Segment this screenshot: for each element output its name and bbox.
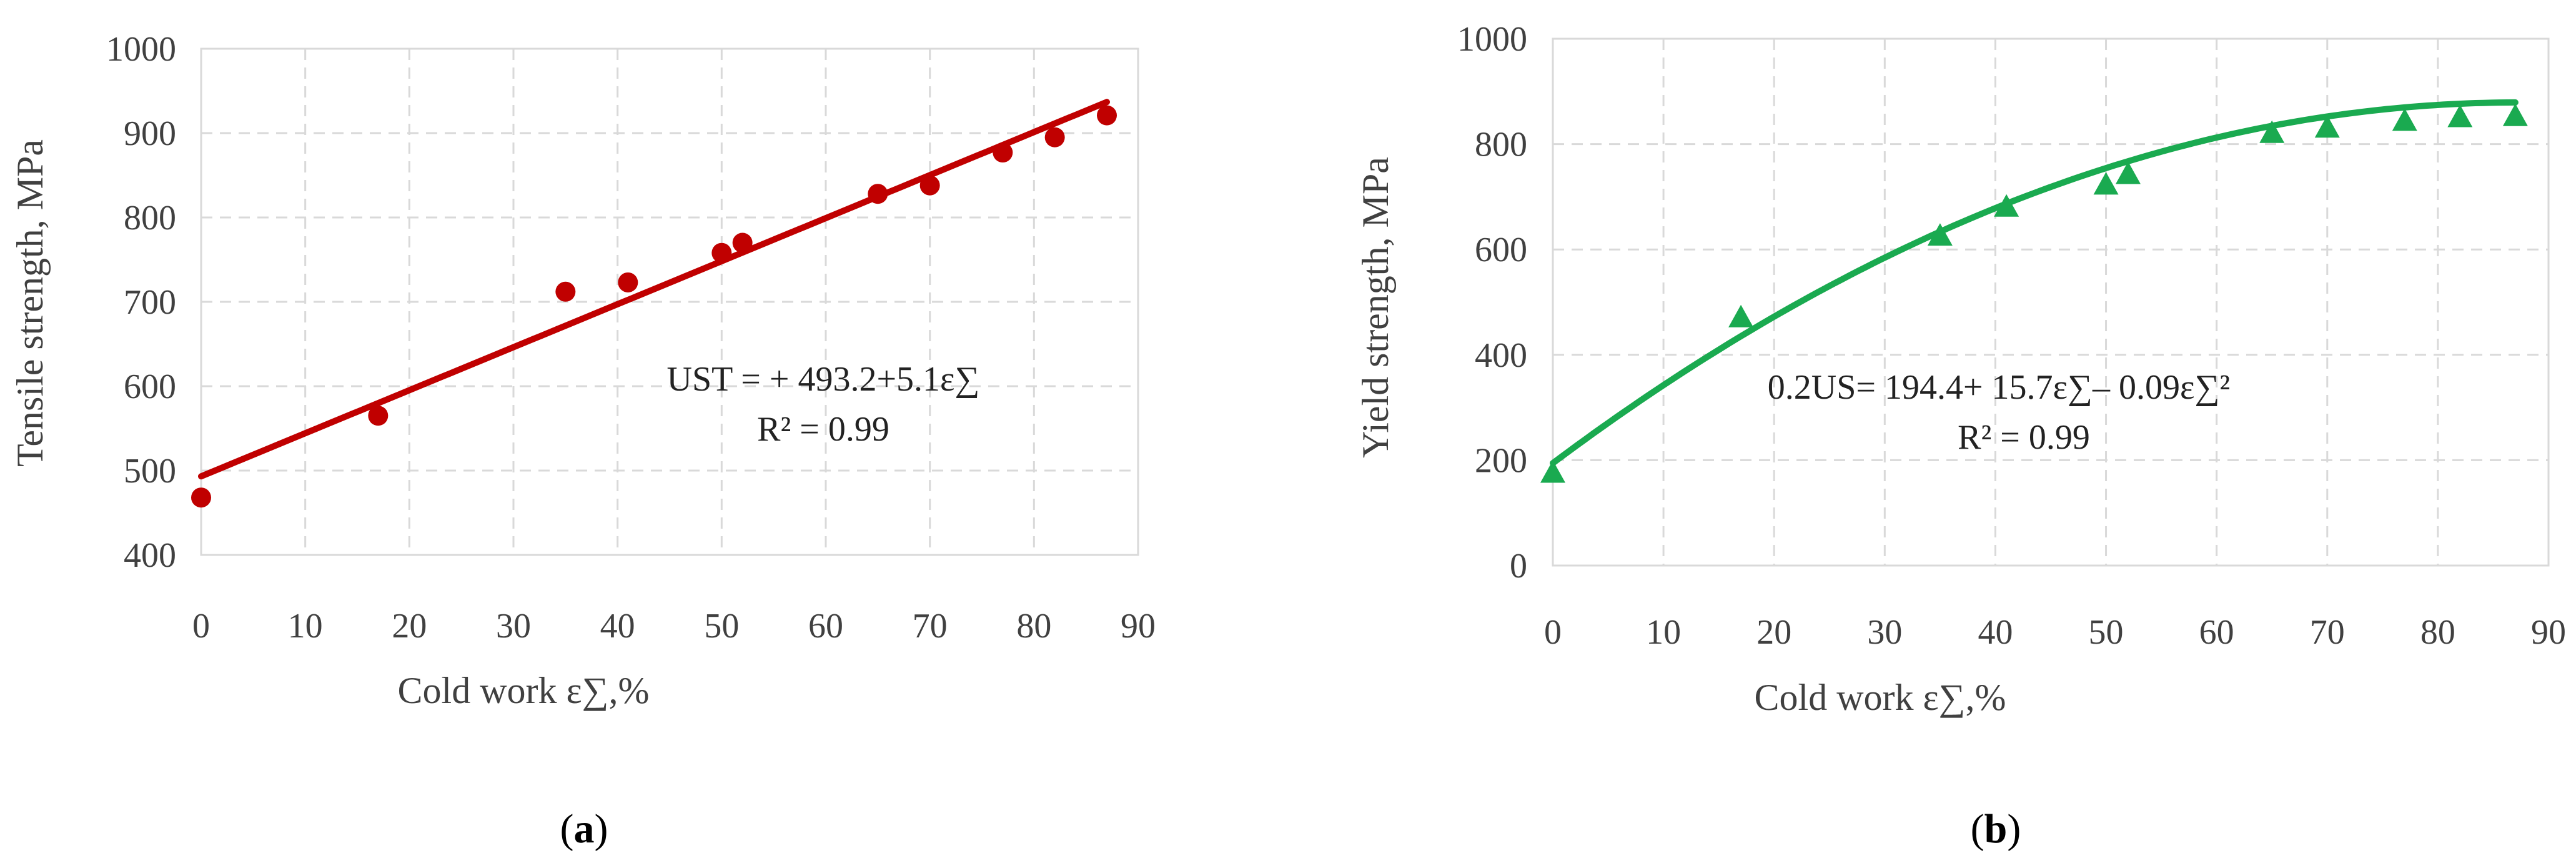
chart-a-point	[919, 175, 940, 196]
chart-b-point	[1927, 223, 1953, 246]
chart-b-point	[2314, 115, 2340, 138]
chart-b-point	[2447, 104, 2473, 127]
chart-a-point	[618, 272, 638, 292]
chart-b-panel-letter: b	[1984, 806, 2008, 852]
chart-a-grid	[200, 47, 1139, 556]
chart-b-y-tick-label: 0	[1510, 547, 1527, 586]
chart-b-point	[2093, 172, 2119, 195]
chart-a-y-tick-label: 900	[124, 114, 176, 153]
chart-b-plot-frame	[1552, 37, 2550, 567]
chart-a-y-tick-label: 500	[124, 452, 176, 491]
chart-b-x-tick-label: 10	[1646, 613, 1681, 652]
chart-b-x-tick-label: 60	[2199, 613, 2234, 652]
chart-b-trendline-group	[1550, 99, 2519, 467]
chart-b-x-tick-label: 20	[1756, 613, 1791, 652]
chart-b-x-tick-label: 50	[2089, 613, 2124, 652]
chart-b-trendline	[1550, 99, 2519, 467]
chart-a-point	[868, 184, 888, 204]
chart-a-point	[1044, 127, 1065, 147]
chart-a-y-tick-label: 400	[124, 536, 176, 575]
chart-a-y-tick-label: 700	[124, 283, 176, 322]
chart-a-point	[711, 242, 732, 263]
chart-a-x-tick-label: 70	[913, 607, 948, 646]
chart-a-x-tick-label: 0	[192, 607, 210, 646]
chart-b-y-tick-label: 200	[1475, 441, 1527, 480]
chart-a-x-tick-label: 50	[704, 607, 739, 646]
chart-a-equation: UST = + 493.2+5.1ε∑	[667, 360, 980, 399]
chart-b-point	[2115, 161, 2141, 184]
chart-b-x-tick-label: 0	[1544, 613, 1562, 652]
chart-a-trendline-group	[198, 99, 1110, 480]
chart-b-r2: R² = 0.99	[1958, 418, 2090, 457]
chart-a-panel-label: (a)	[560, 806, 608, 852]
chart-a-point	[993, 142, 1013, 163]
chart-a-point	[368, 406, 389, 426]
chart-a-x-tick-label: 80	[1016, 607, 1051, 646]
chart-b-xlabel: Cold work ε∑,%	[1755, 677, 2006, 718]
chart-a-r2: R² = 0.99	[757, 410, 889, 449]
chart-a-x-tick-label: 20	[392, 607, 427, 646]
chart-b: 0 10 20 30 40 50 60 70 80 90 0 200 400 600 800 1000 Col…	[1355, 20, 2566, 852]
chart-a-point	[555, 281, 576, 302]
chart-b-ticks: 0 10 20 30 40 50 60 70 80 90 0 200 400 600 800 1000	[1457, 20, 2566, 652]
chart-b-x-tick-label: 40	[1978, 613, 2013, 652]
chart-a-y-tick-label: 800	[124, 199, 176, 237]
chart-b-points	[1540, 103, 2528, 483]
chart-a-point	[191, 487, 211, 508]
chart-a-x-tick-label: 90	[1121, 607, 1156, 646]
chart-b-y-tick-label: 600	[1475, 231, 1527, 269]
chart-a-points	[191, 105, 1117, 508]
chart-b-point	[1540, 460, 1565, 483]
chart-b-y-tick-label: 1000	[1457, 20, 1527, 59]
chart-a-ylabel: Tensile strength, MPa	[9, 139, 51, 467]
chart-a-trendline	[198, 99, 1110, 480]
chart-b-y-tick-label: 400	[1475, 336, 1527, 375]
chart-b-point	[1728, 304, 1754, 327]
chart-a-xlabel: Cold work ε∑,%	[398, 670, 650, 711]
chart-b-y-tick-label: 800	[1475, 126, 1527, 164]
chart-b-x-tick-label: 90	[2531, 613, 2566, 652]
chart-a-y-tick-label: 600	[124, 367, 176, 406]
chart-a: 0 10 20 30 40 50 60 70 80 90 400 500 600 700 800 900 100…	[9, 30, 1156, 852]
chart-a-point	[1097, 105, 1117, 126]
chart-a-x-tick-label: 30	[496, 607, 531, 646]
chart-a-ticks: 0 10 20 30 40 50 60 70 80 90 400 500 600 700 800 900 100…	[106, 30, 1156, 646]
chart-b-point	[1994, 194, 2019, 217]
chart-b-ylabel: Yield strength, MPa	[1355, 157, 1396, 458]
chart-b-equation: 0.2US= 194.4+ 15.7ε∑– 0.09ε∑²	[1768, 368, 2230, 407]
chart-b-point	[2259, 120, 2285, 143]
chart-a-x-tick-label: 10	[288, 607, 323, 646]
chart-a-panel-letter: a	[574, 806, 595, 852]
chart-b-x-tick-label: 30	[1867, 613, 1902, 652]
chart-b-point	[2502, 103, 2528, 126]
chart-a-x-tick-label: 40	[600, 607, 635, 646]
chart-a-y-tick-label: 1000	[106, 30, 176, 69]
chart-b-grid	[1552, 37, 2550, 567]
chart-b-x-tick-label: 70	[2310, 613, 2345, 652]
chart-a-x-tick-label: 60	[808, 607, 843, 646]
chart-a-point	[732, 232, 753, 253]
chart-b-x-tick-label: 80	[2420, 613, 2455, 652]
chart-a-plot-frame	[200, 47, 1139, 556]
chart-b-panel-label: (b)	[1971, 806, 2021, 852]
chart-b-point	[2392, 108, 2417, 131]
